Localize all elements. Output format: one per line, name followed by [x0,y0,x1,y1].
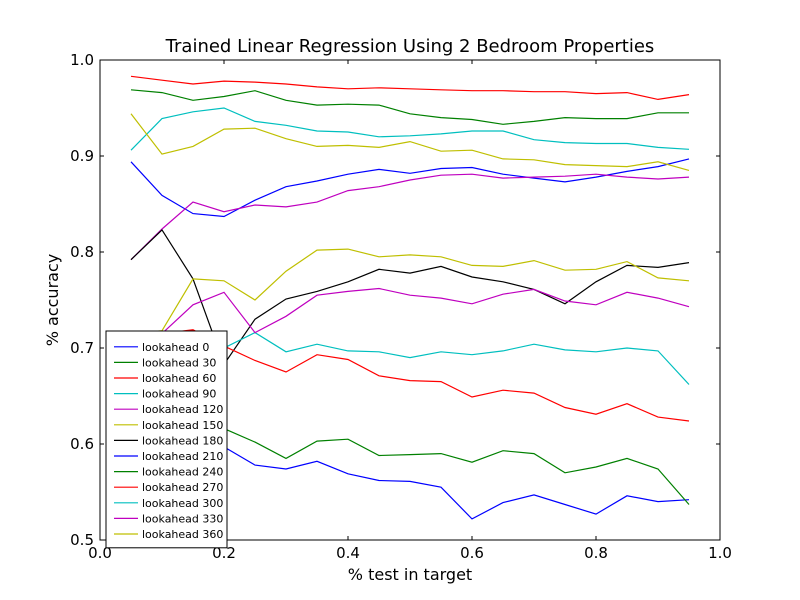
plot-area: 0.0 0.2 0.4 0.6 0.8 1.0 0.5 0.6 0.7 0.8 0.9 1.0 look… [70,51,732,562]
y-tick-label: 0.8 [70,243,94,261]
x-tick-label: 0.0 [88,544,112,562]
legend-label: lookahead 210 [142,450,223,463]
legend-item: lookahead 240 [114,466,223,479]
series-line-lookahead-0 [130,158,690,218]
legend-item: lookahead 150 [114,419,223,432]
legend-label: lookahead 300 [142,497,223,510]
legend-label: lookahead 330 [142,512,223,525]
x-tick-label: 0.8 [584,544,608,562]
series-line-lookahead-120 [130,173,690,261]
legend-item: lookahead 330 [114,512,223,525]
x-tick-label: 0.4 [336,544,360,562]
series-line-lookahead-90 [130,107,690,151]
legend-item: lookahead 90 [114,388,216,401]
y-tick-label: 0.5 [70,531,94,549]
legend-item: lookahead 60 [114,372,216,385]
legend-label: lookahead 360 [142,528,223,541]
y-tick-label: 0.6 [70,435,94,453]
y-axis-label: % accuracy [43,254,62,346]
legend-item: lookahead 180 [114,434,223,447]
legend-label: lookahead 0 [142,341,209,354]
x-tick-label: 0.6 [460,544,484,562]
legend: lookahead 0 lookahead 30 lookahead 60 looka… [105,330,228,549]
x-tick-label: 1.0 [708,544,732,562]
legend-label: lookahead 60 [142,372,216,385]
series-line-lookahead-60 [130,75,690,101]
legend-label: lookahead 150 [142,419,223,432]
legend-item: lookahead 210 [114,450,223,463]
y-tick-label: 0.7 [70,339,94,357]
y-tick-label: 0.9 [70,147,94,165]
legend-label: lookahead 270 [142,481,223,494]
x-axis-label: % test in target [348,565,472,584]
y-tick-label: 1.0 [70,51,94,69]
chart-title: Trained Linear Regression Using 2 Bedroo… [165,36,655,57]
x-tick-label: 0.2 [212,544,236,562]
legend-label: lookahead 180 [142,434,223,447]
series-line-lookahead-330 [130,287,690,338]
series-line-lookahead-150 [130,113,690,171]
legend-label: lookahead 240 [142,466,223,479]
legend-label: lookahead 30 [142,356,216,369]
axes-frame [99,59,721,541]
legend-label: lookahead 90 [142,388,216,401]
legend-item: lookahead 30 [114,356,216,369]
legend-item: lookahead 270 [114,481,223,494]
series-line-lookahead-360 [130,248,690,335]
legend-label: lookahead 120 [142,403,223,416]
series-line-lookahead-30 [130,89,689,125]
legend-item: lookahead 300 [114,497,223,510]
legend-item: lookahead 120 [114,403,223,416]
legend-item: lookahead 360 [114,528,223,541]
legend-box [105,330,228,549]
legend-item: lookahead 0 [114,341,209,354]
